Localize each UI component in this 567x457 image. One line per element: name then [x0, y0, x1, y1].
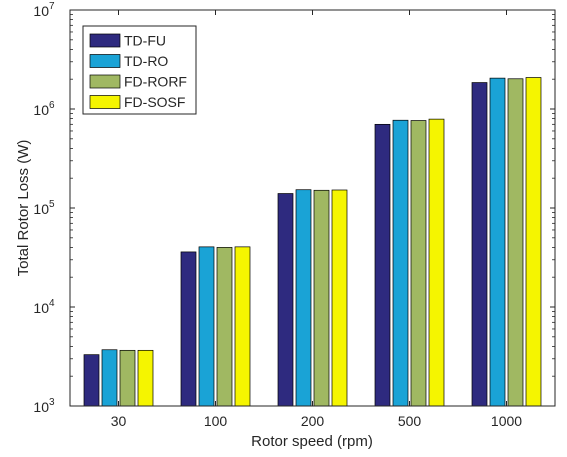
- bar-fd-rorf-1000: [507, 78, 524, 407]
- legend-label-td-fu: TD-FU: [124, 33, 166, 49]
- x-tick-label: 200: [301, 413, 325, 429]
- bars-layer: [83, 77, 542, 407]
- x-tick-label: 500: [398, 413, 422, 429]
- bar-td-ro-100: [198, 246, 215, 407]
- bar-fd-rorf-30: [119, 349, 136, 407]
- bar-td-fu-200: [277, 193, 294, 407]
- legend-swatch-td-ro: [89, 54, 121, 68]
- x-tick-label: 30: [111, 413, 127, 429]
- legend-swatch-fd-sosf: [89, 95, 121, 109]
- bar-fd-sosf-30: [137, 349, 154, 407]
- y-tick-label: 104: [33, 298, 55, 316]
- y-tick-label: 107: [33, 1, 55, 19]
- bar-td-fu-100: [180, 251, 197, 407]
- legend-swatch-td-fu: [89, 33, 121, 48]
- y-tick-label: 103: [33, 397, 55, 415]
- bar-fd-sosf-200: [331, 189, 348, 407]
- x-axis-title: Rotor speed (rpm): [251, 433, 373, 450]
- bar-td-ro-200: [295, 189, 312, 407]
- bar-fd-rorf-500: [410, 120, 427, 407]
- bar-fd-sosf-1000: [525, 77, 542, 407]
- legend-swatch-fd-rorf: [89, 74, 121, 89]
- y-axis-title: Total Rotor Loss (W): [15, 140, 32, 277]
- bar-td-fu-1000: [471, 82, 488, 407]
- y-tick-label: 105: [33, 199, 55, 217]
- y-tick-label: 106: [33, 100, 55, 118]
- x-tick-label: 100: [204, 413, 228, 429]
- bar-fd-rorf-200: [313, 189, 330, 407]
- bar-td-ro-500: [392, 119, 409, 407]
- x-tick-label: 1000: [491, 413, 522, 429]
- bar-td-fu-500: [374, 123, 391, 407]
- bar-td-fu-30: [83, 354, 100, 407]
- y-axis-ticks: 103 104 105 106 107: [33, 1, 555, 415]
- legend: TD-FU TD-RO FD-RORF FD-SOSF: [82, 25, 197, 115]
- bar-td-ro-1000: [489, 77, 506, 407]
- bar-fd-sosf-100: [234, 246, 251, 407]
- x-axis-ticks: 30 100 200 500 1000: [111, 10, 522, 429]
- bar-td-ro-30: [101, 349, 118, 407]
- legend-label-td-ro: TD-RO: [124, 53, 168, 69]
- legend-label-fd-rorf: FD-RORF: [124, 74, 187, 90]
- bar-fd-sosf-500: [428, 118, 445, 407]
- bar-fd-rorf-100: [216, 247, 233, 407]
- legend-label-fd-sosf: FD-SOSF: [124, 94, 185, 110]
